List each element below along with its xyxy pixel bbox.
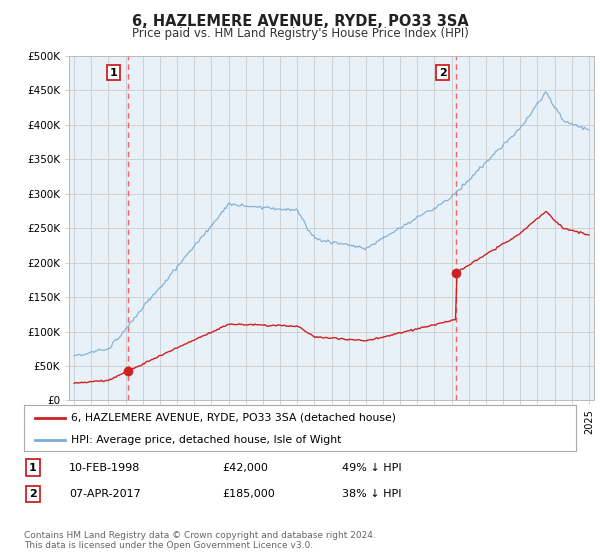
Text: 2: 2	[29, 489, 37, 499]
Text: 1: 1	[29, 463, 37, 473]
Text: 49% ↓ HPI: 49% ↓ HPI	[342, 463, 401, 473]
Text: 6, HAZLEMERE AVENUE, RYDE, PO33 3SA (detached house): 6, HAZLEMERE AVENUE, RYDE, PO33 3SA (det…	[71, 413, 396, 423]
Text: £185,000: £185,000	[222, 489, 275, 499]
Text: 6, HAZLEMERE AVENUE, RYDE, PO33 3SA: 6, HAZLEMERE AVENUE, RYDE, PO33 3SA	[131, 14, 469, 29]
Text: 07-APR-2017: 07-APR-2017	[69, 489, 141, 499]
Text: Price paid vs. HM Land Registry's House Price Index (HPI): Price paid vs. HM Land Registry's House …	[131, 27, 469, 40]
Text: 38% ↓ HPI: 38% ↓ HPI	[342, 489, 401, 499]
Text: 10-FEB-1998: 10-FEB-1998	[69, 463, 140, 473]
Text: 1: 1	[110, 68, 118, 77]
Text: £42,000: £42,000	[222, 463, 268, 473]
Text: Contains HM Land Registry data © Crown copyright and database right 2024.
This d: Contains HM Land Registry data © Crown c…	[24, 530, 376, 550]
Text: 2: 2	[439, 68, 446, 77]
Text: HPI: Average price, detached house, Isle of Wight: HPI: Average price, detached house, Isle…	[71, 435, 341, 445]
